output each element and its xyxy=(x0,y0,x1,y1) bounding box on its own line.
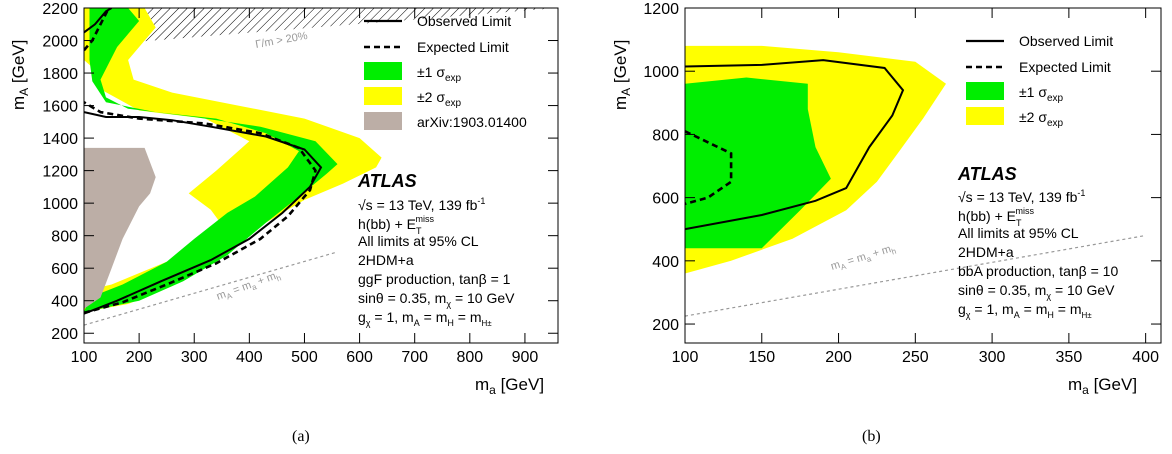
x-tick-label: 400 xyxy=(1132,349,1159,366)
legend-1sigma-label: ±1 σexp xyxy=(417,64,462,84)
legend-b-expected-label: Expected Limit xyxy=(1019,59,1111,75)
observed-limit-upper-line xyxy=(84,8,113,34)
x-tick-label: 350 xyxy=(1056,349,1083,366)
legend-observed-label: Observed Limit xyxy=(417,13,511,29)
info-b-production: bbA production, tanβ = 10 xyxy=(958,263,1118,279)
y-tick-label: 1600 xyxy=(42,99,78,116)
info-b-mixing: sinθ = 0.35, mχ = 10 GeV xyxy=(958,282,1115,301)
panel-a-frame xyxy=(83,7,559,344)
width-exclusion-hatch xyxy=(111,8,558,44)
panel-a-kinematic-annotation: mA = ma + mh xyxy=(215,269,283,305)
x-tick-label: 250 xyxy=(902,349,929,366)
panel-b-plot-area xyxy=(685,45,1146,317)
y-tick-label: 800 xyxy=(51,229,78,246)
info-b-couplings: gχ = 1, mA = mH = mH± xyxy=(958,301,1092,320)
plot-content xyxy=(685,45,1146,317)
y-tick-label: 400 xyxy=(51,294,78,311)
panel-b-info: √s = 13 TeV, 139 fb-1 h(bb) + ETmiss All… xyxy=(958,188,1118,320)
panel-b-y-axis-title: mA [GeV] xyxy=(611,40,633,110)
info-b-model: 2HDM+a xyxy=(958,244,1014,260)
y-tick-label: 200 xyxy=(652,317,679,334)
y-tick-label: 2200 xyxy=(42,1,78,18)
x-tick-label: 200 xyxy=(825,349,852,366)
panel-a-caption: (a) xyxy=(292,428,310,445)
info-b-channel: h(bb) + ETmiss xyxy=(958,206,1034,228)
x-tick-label: 600 xyxy=(346,349,373,366)
x-tick-label: 900 xyxy=(512,349,539,366)
y-tick-label: 1200 xyxy=(42,164,78,181)
panel-b-kinematic-annotation: mA = ma + mh xyxy=(829,242,897,275)
panel-b-ticks: 100 150 200 250 300 350 400 200 400 600 800 1000 120… xyxy=(643,1,1161,366)
legend-b-1sigma-swatch xyxy=(966,82,1004,100)
x-tick-label: 100 xyxy=(71,349,98,366)
y-tick-label: 1000 xyxy=(643,64,679,81)
y-tick-label: 600 xyxy=(652,191,679,208)
observed-limit-line xyxy=(84,111,323,315)
y-tick-label: 200 xyxy=(51,326,78,343)
panel-a-plot-area xyxy=(84,8,558,326)
y-tick-label: 600 xyxy=(51,261,78,278)
y-tick-label: 1200 xyxy=(643,1,679,18)
legend-1sigma-swatch xyxy=(364,62,402,80)
observed-limit-line xyxy=(685,59,905,231)
legend-previous-label: arXiv:1903.01400 xyxy=(417,114,527,130)
expected-limit-line xyxy=(685,130,733,206)
legend-2sigma-swatch xyxy=(364,87,402,105)
legend-expected-label: Expected Limit xyxy=(417,39,509,55)
info-a-mixing: sinθ = 0.35, mχ = 10 GeV xyxy=(358,290,515,309)
y-tick-label: 1800 xyxy=(42,66,78,83)
legend-b-2sigma-swatch xyxy=(966,107,1004,125)
info-b-energy: √s = 13 TeV, 139 fb-1 xyxy=(958,188,1085,205)
kinematic-threshold-line xyxy=(84,251,338,326)
y-tick-label: 400 xyxy=(652,254,679,271)
panel-b-frame xyxy=(684,7,1162,344)
y-tick-label: 1000 xyxy=(42,196,78,213)
panel-b-caption: (b) xyxy=(862,428,881,445)
x-tick-label: 500 xyxy=(291,349,318,366)
x-tick-label: 300 xyxy=(979,349,1006,366)
panel-a-y-axis-title: mA [GeV] xyxy=(9,40,31,110)
panel-b-x-axis-title: ma [GeV] xyxy=(1068,375,1137,397)
x-tick-label: 200 xyxy=(126,349,153,366)
info-b-cl: All limits at 95% CL xyxy=(958,225,1079,241)
y-tick-label: 2000 xyxy=(42,34,78,51)
previous-exclusion xyxy=(84,147,156,309)
info-a-couplings: gχ = 1, mA = mH = mH± xyxy=(358,309,492,328)
panel-a-info: √s = 13 TeV, 139 fb-1 h(bb) + ETmiss All… xyxy=(358,196,515,328)
info-a-energy: √s = 13 TeV, 139 fb-1 xyxy=(358,196,485,213)
y-tick-label: 1400 xyxy=(42,131,78,148)
panel-a-x-axis-title: ma [GeV] xyxy=(475,375,544,397)
legend-b-observed-label: Observed Limit xyxy=(1019,33,1113,49)
panel-a-width-annotation: Γ/m > 20% xyxy=(254,30,308,51)
legend-b-1sigma-label: ±1 σexp xyxy=(1019,84,1064,104)
x-tick-label: 800 xyxy=(456,349,483,366)
plot-content xyxy=(84,8,558,326)
x-tick-label: 400 xyxy=(236,349,263,366)
info-a-model: 2HDM+a xyxy=(358,252,414,268)
x-tick-label: 100 xyxy=(672,349,699,366)
x-tick-label: 300 xyxy=(181,349,208,366)
info-a-cl: All limits at 95% CL xyxy=(358,233,479,249)
band-2sigma xyxy=(84,8,382,313)
legend-previous-swatch xyxy=(364,112,402,130)
panel-b-chart: 100 150 200 250 300 350 400 200 400 600 800 1000 120… xyxy=(611,1,1162,445)
legend-b-2sigma-label: ±2 σexp xyxy=(1019,109,1064,129)
panel-a-chart: 100 200 300 400 500 600 700 800 900 200 400 600 800 1… xyxy=(9,1,559,445)
info-a-production: ggF production, tanβ = 1 xyxy=(358,271,511,287)
x-tick-label: 700 xyxy=(401,349,428,366)
band-1sigma xyxy=(84,8,338,313)
x-tick-label: 150 xyxy=(748,349,775,366)
panel-a-atlas-label: ATLAS xyxy=(357,171,417,191)
panel-a-ticks: 100 200 300 400 500 600 700 800 900 200 400 600 800 1… xyxy=(42,1,558,366)
panel-a-legend: Observed Limit Expected Limit ±1 σexp ±2… xyxy=(364,13,527,130)
panel-b-legend: Observed Limit Expected Limit ±1 σexp ±2… xyxy=(966,33,1113,129)
expected-limit-upper-line xyxy=(84,8,110,52)
legend-2sigma-label: ±2 σexp xyxy=(417,89,462,109)
panel-b-atlas-label: ATLAS xyxy=(957,164,1017,184)
y-tick-label: 800 xyxy=(652,127,679,144)
info-a-channel: h(bb) + ETmiss xyxy=(358,214,434,236)
